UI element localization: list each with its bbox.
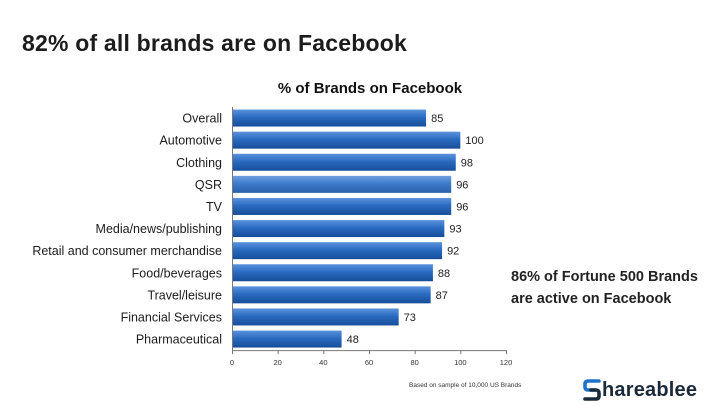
bar	[233, 286, 431, 304]
bar	[233, 197, 452, 215]
x-tick-label: 80	[410, 358, 418, 367]
bar	[233, 153, 456, 171]
bar	[233, 109, 427, 127]
category-label: Travel/leisure	[147, 288, 222, 302]
bar-value-label: 96	[456, 201, 468, 213]
bar-value-label: 73	[404, 312, 416, 324]
category-label: Automotive	[159, 134, 222, 148]
bar	[233, 330, 342, 348]
category-label: Pharmaceutical	[136, 333, 222, 347]
bar	[233, 242, 443, 260]
bar-value-label: 98	[461, 157, 473, 169]
bar-value-label: 100	[465, 135, 483, 147]
bar-value-label: 87	[436, 290, 448, 302]
bar	[233, 308, 399, 326]
category-label: Media/news/publishing	[96, 222, 223, 236]
footnote: Based on sample of 10,000 US Brands	[409, 382, 522, 389]
bar-value-label: 93	[449, 224, 461, 236]
category-label: Financial Services	[121, 310, 222, 324]
shareablee-logo: hareablee	[583, 377, 697, 403]
category-label: Clothing	[176, 156, 222, 170]
bar	[233, 131, 461, 149]
x-tick-label: 120	[500, 358, 513, 367]
bar	[233, 220, 445, 238]
bar	[233, 264, 433, 282]
category-label: TV	[206, 200, 223, 214]
x-tick-label: 60	[365, 358, 373, 367]
category-label: Overall	[182, 112, 222, 126]
fortune-500-callout: 86% of Fortune 500 Brands are active on …	[511, 269, 698, 307]
x-tick-label: 0	[230, 358, 234, 367]
category-label: Food/beverages	[132, 266, 222, 280]
x-tick-label: 40	[319, 358, 327, 367]
bar-value-label: 85	[431, 113, 443, 125]
chart-title: % of Brands on Facebook	[277, 80, 463, 97]
x-tick-label: 100	[454, 358, 467, 367]
x-tick-label: 20	[273, 358, 281, 367]
bar-value-label: 96	[456, 179, 468, 191]
slide-title: 82% of all brands are on Facebook	[22, 30, 407, 56]
logo-s-icon	[583, 379, 601, 401]
bar	[233, 175, 452, 193]
bar-value-label: 92	[447, 246, 459, 258]
category-label: Retail and consumer merchandise	[32, 244, 222, 258]
bar-value-label: 48	[347, 334, 359, 346]
bar-value-label: 88	[438, 268, 450, 280]
category-label: QSR	[195, 178, 222, 192]
logo-text: hareablee	[602, 378, 698, 401]
